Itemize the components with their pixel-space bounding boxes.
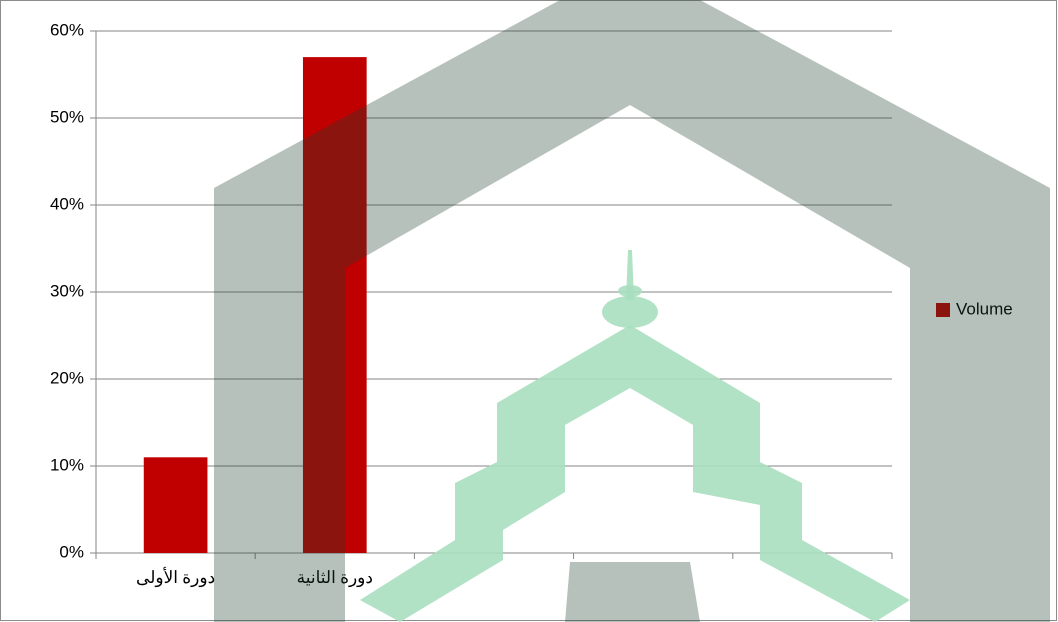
y-tick-label: 50% [50, 107, 84, 126]
y-tick-label: 60% [50, 20, 84, 39]
watermark-door [565, 562, 700, 622]
y-tick-label: 30% [50, 281, 84, 300]
y-tick-label: 10% [50, 455, 84, 474]
bar [144, 457, 208, 553]
y-tick-label: 40% [50, 194, 84, 213]
chart: 0%10%20%30%40%50%60%دورة الأولىدورة الثا… [0, 0, 1058, 622]
y-tick-label: 20% [50, 368, 84, 387]
x-tick-label: دورة الأولى [136, 567, 215, 588]
watermark-dome [602, 296, 658, 328]
y-tick-label: 0% [59, 542, 84, 561]
page: {"chart_data": {"type": "bar", "categori… [0, 0, 1058, 622]
watermark-dome-top [618, 285, 642, 297]
